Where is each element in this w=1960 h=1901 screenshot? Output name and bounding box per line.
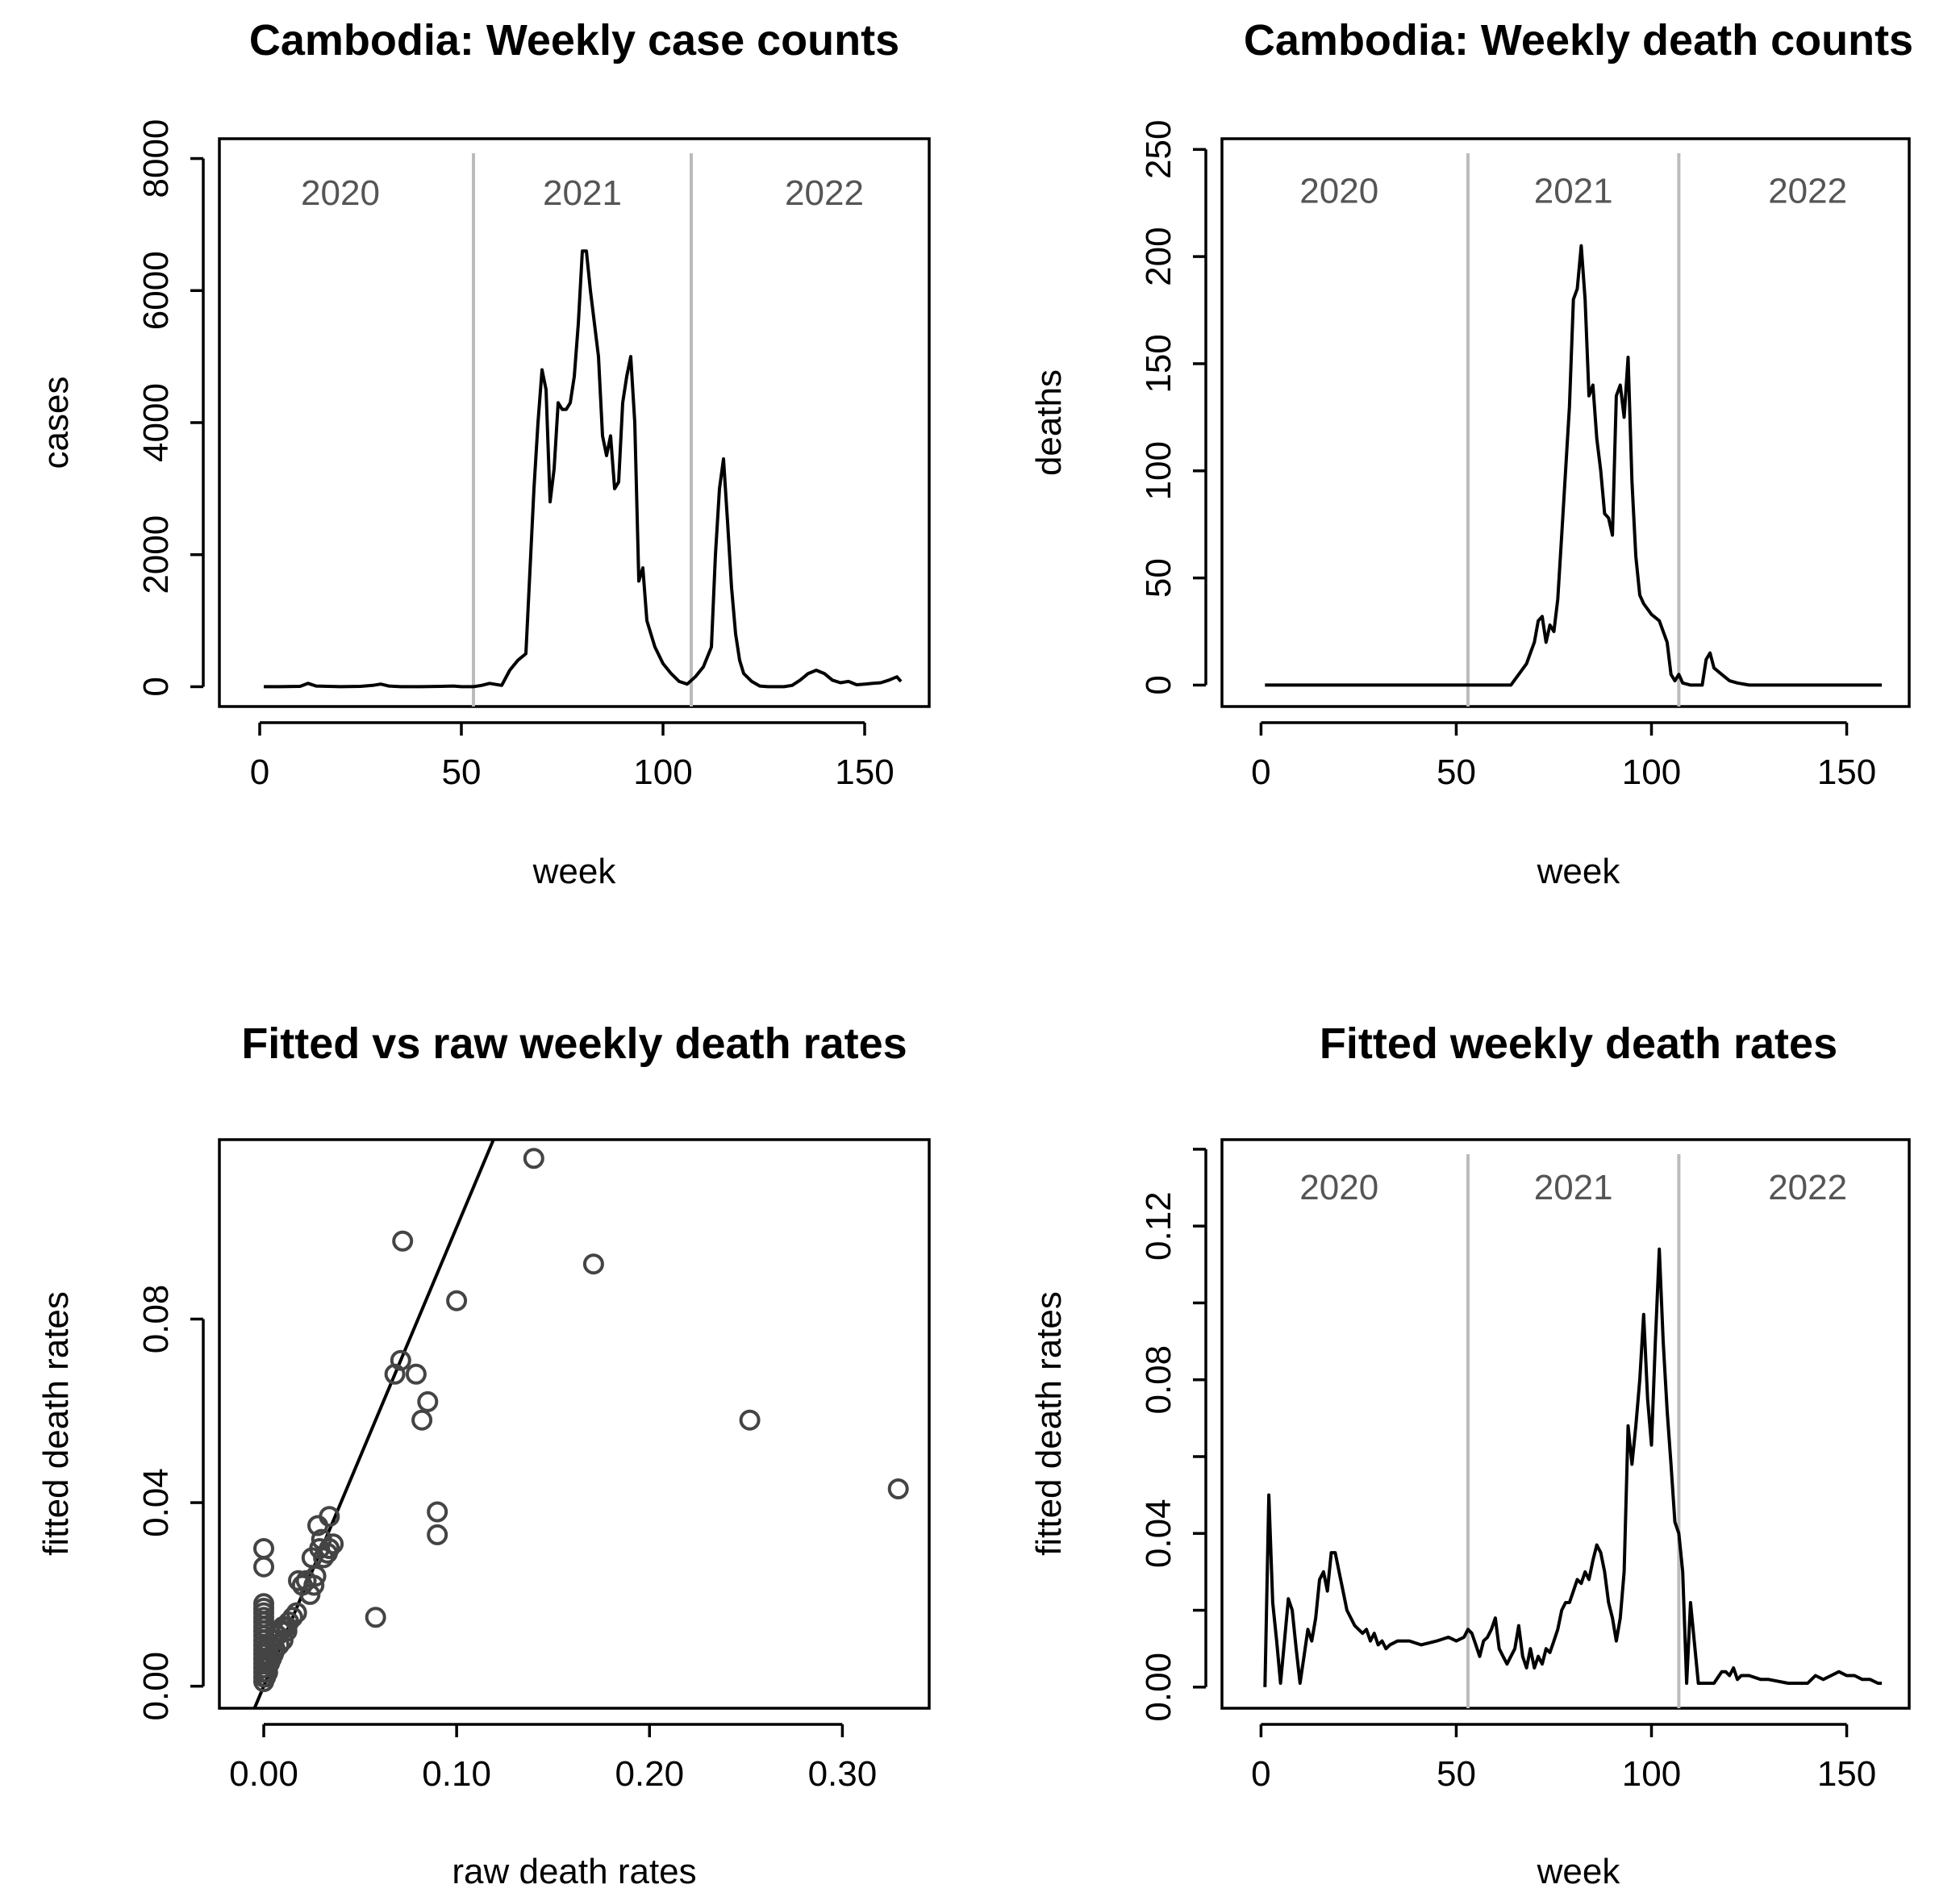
x-axis-label: week [532,852,617,891]
y-tick-label: 0 [136,677,176,696]
series-line-deaths [1265,244,1883,687]
y-tick-label: 200 [1139,227,1178,286]
year-label: 2020 [301,173,380,213]
year-label: 2021 [543,173,622,213]
y-tick-label: 0 [1139,675,1178,694]
x-tick-label: 50 [442,752,482,792]
scatter-point [281,1607,303,1628]
y-tick-label: 0.00 [136,1652,176,1721]
y-tick-label: 150 [1139,334,1178,393]
scatter-point [427,1501,448,1523]
identity-line [252,1140,495,1708]
y-tick-label: 0.00 [1139,1653,1178,1722]
y-axis-label: fitted death rates [1029,1291,1069,1556]
scatter-point [256,1661,278,1683]
x-tick-label: 0.20 [615,1754,684,1794]
x-tick-label: 50 [1437,1754,1476,1794]
year-label: 2022 [1768,1168,1847,1207]
plot-frame [218,1138,931,1710]
chart-weekly-deaths: Cambodia: Weekly death counts week death… [1029,16,1913,891]
scatter-point [405,1363,427,1385]
y-axis-label: cases [36,377,76,469]
y-tick-label: 250 [1139,120,1178,179]
x-tick-label: 150 [1817,1754,1876,1794]
y-tick-label: 4000 [136,383,176,462]
series-line-fitted-death-rates [1263,1247,1883,1687]
plot-frame [218,137,931,708]
chart-weekly-cases: Cambodia: Weekly case counts week cases … [36,16,931,891]
scatter-point [319,1538,340,1559]
scatter-point [323,1533,344,1555]
x-tick-label: 0.30 [808,1754,878,1794]
chart-fitted-weekly-death-rates: Fitted weekly death rates week fitted de… [1029,1019,1911,1891]
x-tick-label: 150 [1817,752,1876,792]
scatter-point [253,1593,274,1615]
x-tick-label: 0 [1251,752,1270,792]
year-label: 2021 [1534,172,1613,211]
x-axis-label: week [1537,1852,1621,1891]
y-tick-label: 0.08 [1139,1345,1178,1415]
scatter-point [365,1607,386,1628]
scatter-point [523,1148,544,1169]
chart-title: Cambodia: Weekly case counts [249,16,899,65]
x-tick-label: 100 [1622,1754,1681,1794]
x-tick-label: 0.10 [422,1754,491,1794]
y-axis-label: deaths [1029,369,1069,476]
scatter-point [303,1574,325,1596]
x-tick-label: 0 [1251,1754,1270,1794]
scatter-point [417,1390,439,1412]
scatter-point [305,1565,327,1587]
scatter-point [411,1409,433,1431]
scatter-point [392,1230,414,1252]
x-tick-label: 100 [1622,752,1681,792]
chart-title: Fitted weekly death rates [1320,1019,1837,1068]
chart-title: Cambodia: Weekly death counts [1244,16,1913,65]
scatter-point [253,1538,274,1559]
year-label: 2022 [1768,172,1847,211]
scatter-point [253,1556,274,1578]
scatter-point [887,1478,909,1499]
x-axis-label: raw death rates [452,1852,696,1891]
year-label: 2020 [1299,172,1378,211]
series-line-cases [264,249,903,689]
year-label: 2020 [1299,1168,1378,1207]
y-tick-label: 0.08 [136,1285,176,1354]
year-label: 2022 [785,173,864,213]
plot-frame [1220,137,1911,708]
y-axis-label: fitted death rates [36,1291,76,1556]
scatter-point [427,1524,448,1545]
year-label: 2021 [1534,1168,1613,1207]
x-axis-label: week [1537,852,1621,891]
x-tick-label: 100 [633,752,692,792]
x-tick-label: 0 [250,752,269,792]
scatter-point [390,1349,411,1371]
scatter-point [739,1409,761,1431]
y-tick-label: 0.04 [1139,1499,1178,1568]
plot-frame [1220,1138,1911,1710]
chart-title: Fitted vs raw weekly death rates [241,1019,907,1068]
y-tick-label: 0.04 [136,1468,176,1537]
y-tick-label: 6000 [136,251,176,330]
scatter-point [446,1290,468,1311]
chart-fitted-vs-raw: Fitted vs raw weekly death rates raw dea… [36,1019,931,1891]
scatter-point [286,1602,307,1624]
y-tick-label: 0.12 [1139,1191,1178,1261]
y-tick-label: 8000 [136,119,176,198]
x-tick-label: 150 [835,752,894,792]
y-tick-label: 2000 [136,515,176,594]
scatter-point [582,1253,604,1275]
scatter-point [319,1506,340,1528]
x-tick-label: 50 [1437,752,1476,792]
y-tick-label: 50 [1139,558,1178,598]
x-tick-label: 0.00 [229,1754,298,1794]
y-tick-label: 100 [1139,441,1178,500]
